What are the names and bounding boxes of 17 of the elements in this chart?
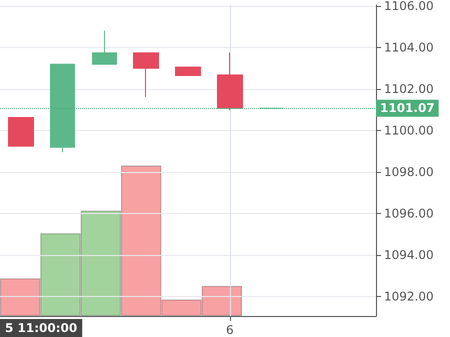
candlestick <box>92 30 117 65</box>
y-tick-label: 1096.00 <box>384 206 434 220</box>
y-tick-label: 1094.00 <box>384 248 434 262</box>
y-tick-label: 1104.00 <box>384 40 434 54</box>
candlestick <box>8 117 34 147</box>
x-tick-label: 6 <box>226 323 234 337</box>
y-tick-label: 1092.00 <box>384 289 434 304</box>
ref-line-label: 1101.07 <box>380 101 435 116</box>
candlestick <box>50 64 75 153</box>
candlestick <box>175 66 201 76</box>
text: 5 11:00:00 <box>5 321 78 335</box>
candlestick <box>133 52 159 98</box>
y-tick-label: 1102.00 <box>384 82 434 96</box>
y-tick-label: 1106.00 <box>384 0 434 13</box>
y-tick-label: 1100.00 <box>384 123 434 138</box>
y-tick-label: 1098.00 <box>384 164 434 179</box>
candlestick <box>217 52 243 111</box>
